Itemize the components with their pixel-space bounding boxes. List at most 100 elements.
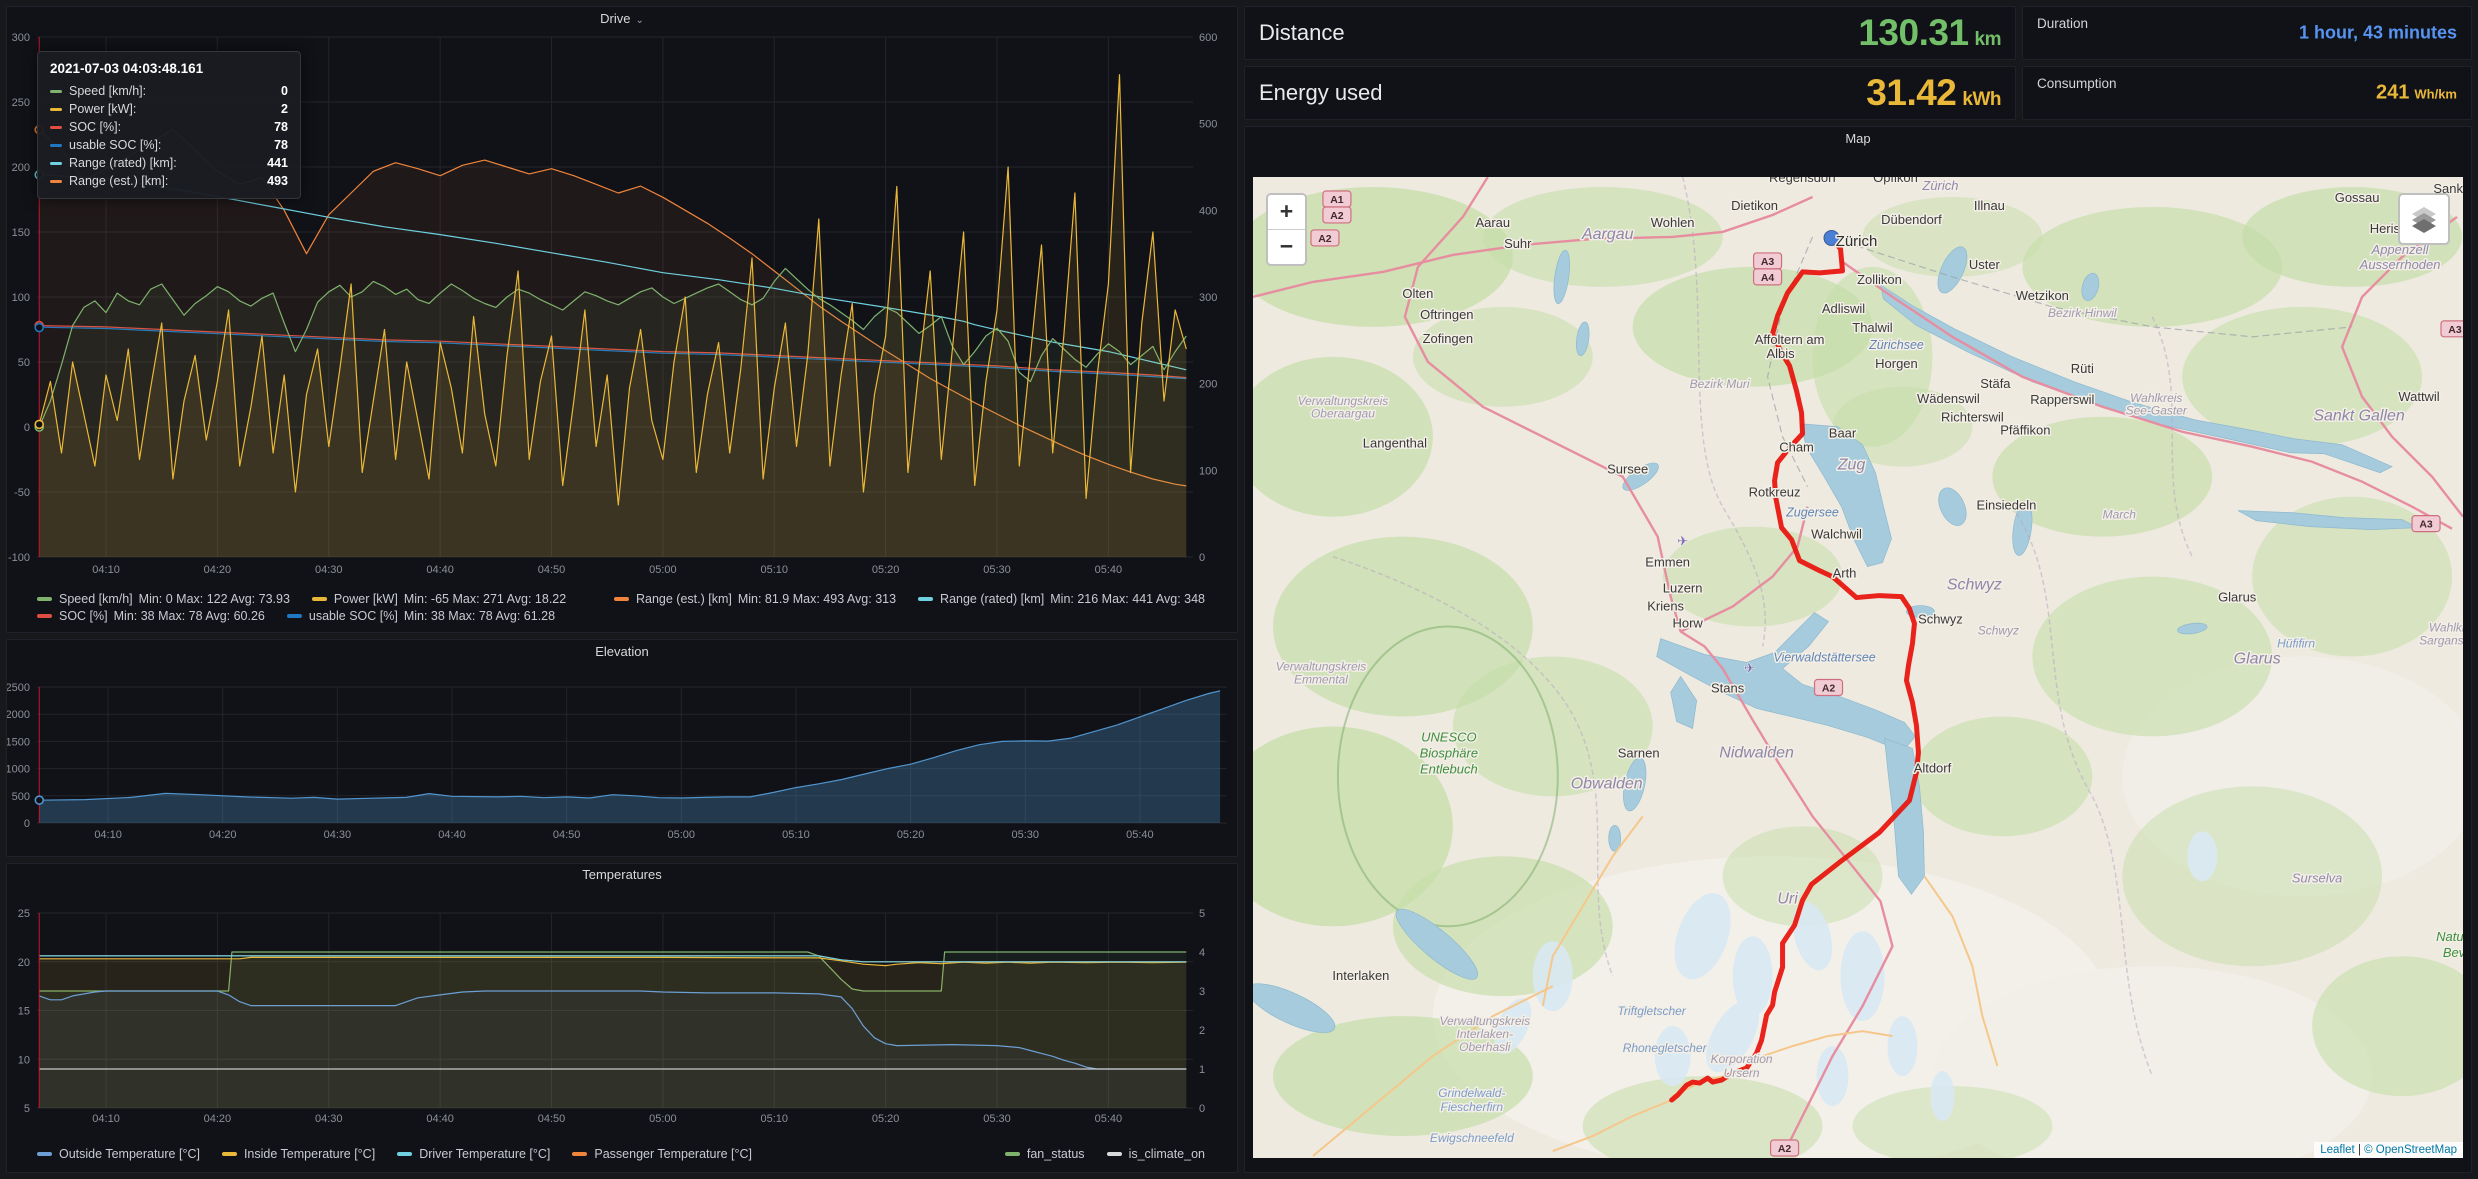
zoom-out-button[interactable]: − <box>1268 230 1305 264</box>
route-path[interactable] <box>1669 235 1921 1103</box>
duration-value: 1 hour, 43 minutes <box>2298 22 2457 43</box>
svg-text:600: 600 <box>1199 33 1217 44</box>
panel-title-text: Drive <box>600 11 631 26</box>
legend-item[interactable]: usable SOC [%] Min: 38 Max: 78 Avg: 61.28 <box>286 609 555 623</box>
map-label: Gossau <box>2335 190 2380 205</box>
vehicle-marker[interactable] <box>1823 229 1840 246</box>
series-color-dash <box>572 1151 588 1156</box>
zoom-in-button[interactable]: + <box>1268 195 1305 230</box>
drive-panel-title[interactable]: Drive ⌄ <box>7 7 1237 33</box>
motorway-badge: A3 <box>2411 515 2441 533</box>
svg-text:50: 50 <box>18 357 30 369</box>
svg-text:2000: 2000 <box>7 709 30 721</box>
map-label: Verwaltungskreis <box>1276 659 1367 673</box>
svg-text:300: 300 <box>1199 292 1217 304</box>
svg-text:04:20: 04:20 <box>204 564 232 576</box>
legend-item[interactable]: Driver Temperature [°C] <box>397 1147 550 1161</box>
map-lakes <box>1253 246 2420 1033</box>
layers-control[interactable] <box>2398 193 2450 245</box>
legend-item[interactable]: Outside Temperature [°C] <box>37 1147 200 1161</box>
svg-text:0: 0 <box>24 422 30 434</box>
svg-text:05:40: 05:40 <box>1095 564 1123 576</box>
svg-text:20: 20 <box>18 957 30 969</box>
svg-text:04:10: 04:10 <box>92 1113 120 1125</box>
map-label: Rapperswil <box>2030 392 2094 407</box>
leaflet-link[interactable]: Leaflet <box>2320 1144 2355 1156</box>
map-label: Interlaken <box>1332 968 1389 983</box>
legend-item[interactable]: Inside Temperature [°C] <box>221 1147 375 1161</box>
svg-text:A2: A2 <box>1778 1144 1792 1155</box>
legend-item[interactable]: Range (est.) [km] Min: 81.9 Max: 493 Avg:… <box>613 592 896 606</box>
svg-text:5: 5 <box>1199 908 1205 920</box>
map-label: Schwyz <box>1947 577 2002 594</box>
legend-item[interactable]: Power [kW] Min: -65 Max: 271 Avg: 18.22 <box>311 592 566 606</box>
map-label: Zürich <box>1836 233 1878 250</box>
airport-icon: ✈ <box>1677 534 1688 549</box>
map-label: Verwaltungskreis <box>1439 1014 1530 1028</box>
svg-text:200: 200 <box>12 162 30 174</box>
distance-unit: km <box>1974 29 2002 50</box>
series-color-dash <box>613 596 629 601</box>
map-label: Oberhasli <box>1459 1040 1511 1054</box>
svg-text:150: 150 <box>12 227 30 239</box>
map-label: Oftringen <box>1420 307 1473 322</box>
map-label: Grindelwald- <box>1438 1086 1505 1100</box>
map-label: Glarus <box>2218 590 2257 605</box>
elevation-chart[interactable]: 2500 2000 1500 1000 500 0 04:10 04:20 04:30 04:40… <box>7 666 1237 854</box>
elevation-panel-title[interactable]: Elevation <box>7 640 1237 666</box>
map-label: Arth <box>1833 566 1857 581</box>
series-color-dash <box>37 596 52 601</box>
svg-text:04:20: 04:20 <box>209 829 237 841</box>
legend-item[interactable]: Speed [km/h] Min: 0 Max: 122 Avg: 73.93 <box>37 592 290 606</box>
map-label: Ausserrhoden <box>2359 257 2441 272</box>
legend-item[interactable]: is_climate_on <box>1106 1147 1205 1161</box>
map-label: Verwaltungskreis <box>1298 394 1389 408</box>
temperatures-chart[interactable]: 25 20 15 10 5 5 4 3 2 1 0 04:10 04:20 04:30 04:40 04:50… <box>7 888 1237 1126</box>
map-label: Illnau <box>1974 198 2005 213</box>
svg-text:200: 200 <box>1199 379 1217 391</box>
map-panel-title[interactable]: Map <box>1245 127 2471 153</box>
map-label: Natur <box>2436 929 2463 944</box>
motorway-badge: A2 <box>1310 229 1340 247</box>
series-color-dash <box>286 613 302 618</box>
tooltip-row: Power [kW]: 2 <box>50 100 288 118</box>
panel-title-text: Elevation <box>595 644 649 659</box>
map-label: Ursern <box>1724 1066 1760 1080</box>
map-label: Richterswil <box>1941 410 2004 425</box>
map-main-roads <box>1312 815 1999 1157</box>
svg-text:25: 25 <box>18 908 30 920</box>
legend-item[interactable]: SOC [%] Min: 38 Max: 78 Avg: 60.26 <box>37 609 265 623</box>
map-glaciers <box>1494 831 2218 1122</box>
legend-item[interactable]: Range (rated) [km] Min: 216 Max: 441 Avg:… <box>918 592 1205 606</box>
legend-item[interactable]: Passenger Temperature [°C] <box>572 1147 752 1161</box>
map-label: Biosphäre <box>1420 745 1478 760</box>
map-label: Zürichsee <box>1868 338 1924 352</box>
map-label: Suhr <box>1504 236 1532 251</box>
distance-label: Distance <box>1259 20 1345 45</box>
map-label: Zofingen <box>1423 331 1473 346</box>
map-label: Zürich <box>1921 178 1958 193</box>
svg-text:05:00: 05:00 <box>649 1113 677 1125</box>
svg-text:04:50: 04:50 <box>538 1113 566 1125</box>
map-canvas[interactable]: A1 A2 A2 A3 A4 A2 A2 A3 A3 Regensdorf Opfikon Züri… <box>1253 177 2463 1158</box>
motorway-badge: A1 <box>1322 190 1352 208</box>
map-label: Wetzikon <box>2016 288 2069 303</box>
drive-legend: Speed [km/h] Min: 0 Max: 122 Avg: 73.93 Po… <box>37 590 1227 624</box>
panel-title-text: Temperatures <box>582 867 662 882</box>
temperatures-panel-title[interactable]: Temperatures <box>7 864 1237 888</box>
series-color-dash <box>50 125 62 129</box>
series-color-dash <box>37 1151 52 1156</box>
map-label: Sankt <box>2433 181 2463 196</box>
map-label: Schwyz <box>1918 612 1963 627</box>
svg-text:100: 100 <box>12 292 30 304</box>
svg-text:500: 500 <box>12 791 30 803</box>
svg-text:A3: A3 <box>1761 257 1775 268</box>
map-label: Albis <box>1767 346 1796 361</box>
svg-text:1500: 1500 <box>7 736 30 748</box>
osm-link[interactable]: © OpenStreetMap <box>2364 1144 2457 1156</box>
svg-text:05:00: 05:00 <box>668 829 696 841</box>
map-label: Uster <box>1969 257 2001 272</box>
panel-title-text: Map <box>1845 131 1871 146</box>
drive-chart[interactable]: 300 250 200 150 100 50 0 -50 -100 600 500 400 300 200… <box>7 33 1237 589</box>
legend-item[interactable]: fan_status <box>1004 1147 1085 1161</box>
